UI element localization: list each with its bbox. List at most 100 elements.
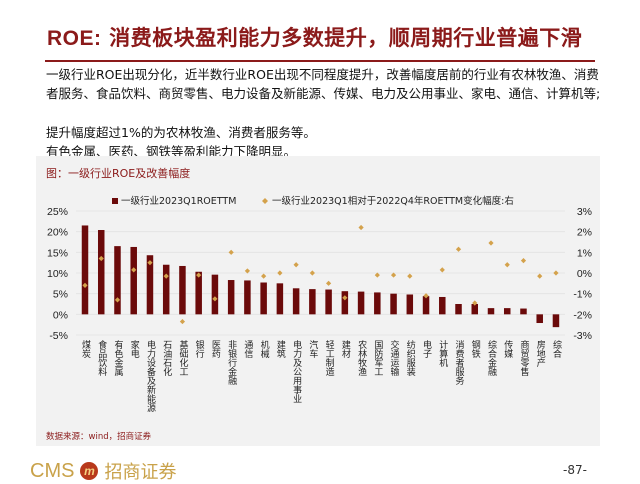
point-综合 [553,270,559,276]
point-银行 [196,272,202,278]
left-axis-tick: 10% [47,268,68,280]
category-label: 医药 [210,340,221,359]
bar-建筑 [276,283,284,315]
page-number: -87- [563,463,587,477]
title-prefix: ROE: [47,27,102,50]
category-label: 汽车 [307,339,318,359]
category-label: 电力及公用事业 [291,339,302,403]
point-轻工制造 [326,280,332,286]
chart-panel [36,156,600,446]
point-消费者服务 [455,246,462,252]
title-text: 消费板块盈利能力多数提升，顺周期行业普遍下滑 [101,26,583,50]
category-label: 农林牧渔 [356,339,367,376]
bar-轻工制造 [325,289,332,315]
bar-家电 [130,246,137,315]
category-label: 纺织服装 [405,339,416,377]
point-通信 [244,268,250,274]
logo-text: CMS [30,459,75,482]
point-有色金属 [114,297,121,303]
right-axis-tick: 2% [577,227,592,239]
right-axis-tick: 0% [577,268,592,280]
bar-非银行金融 [227,280,235,315]
point-传媒 [504,262,510,268]
left-axis-tick: -5% [49,330,68,342]
right-axis-tick: 3% [577,206,592,218]
bar-食品饮料 [97,230,105,315]
category-label: 综合 [551,339,562,359]
point-电力及公用事业 [293,262,299,268]
left-axis-tick: 0% [53,309,68,321]
point-基础化工 [179,318,186,325]
bar-消费者服务 [455,304,462,315]
point-钢铁 [472,300,478,306]
bar-计算机 [439,296,446,315]
logo-mark-icon: m [80,462,99,480]
category-label: 基础化工 [177,339,188,376]
bar-煤炭 [81,225,89,315]
legend-bar-swatch [112,198,118,204]
bar-综合 [552,314,560,328]
bar-国防军工 [374,292,381,315]
category-label: 石油石化 [161,340,172,377]
data-source: 数据来源：wind，招商证券 [46,432,152,442]
bar-钢铁 [471,304,479,315]
bar-机械 [260,282,267,315]
category-label: 有色金属 [112,339,123,377]
bar-电子 [422,296,430,315]
point-交通运输 [390,272,397,278]
point-汽车 [309,270,315,276]
category-label: 轻工制造 [324,339,335,377]
chart-caption: 图：一级行业ROE及改善幅度 [46,167,191,180]
category-label: 房地产 [535,339,546,368]
point-商贸零售 [520,258,527,264]
paragraph-2: 提升幅度超过1%的为农林牧渔、消费者服务等。 [46,125,316,140]
category-label: 非银行金融 [226,339,237,386]
bar-传媒 [503,308,511,315]
bar-交通运输 [390,293,397,315]
point-家电 [131,267,137,273]
bar-医药 [211,274,219,315]
left-axis-tick: 20% [47,227,68,239]
category-label: 机械 [259,339,270,359]
left-axis-tick: 5% [53,289,68,301]
bar-房地产 [536,314,543,324]
bar-有色金属 [114,246,121,315]
point-综合金融 [488,240,494,246]
bar-石油石化 [162,264,170,315]
logo-cn: 招商证券 [104,462,177,483]
legend-point-label: 一级行业2023Q1相对于2022Q4年ROETTM变化幅度:右 [272,195,514,207]
category-label: 银行 [194,339,205,359]
point-国防军工 [374,272,380,278]
category-label: 国防军工 [372,340,383,376]
category-label: 电力设备及新能源 [145,339,156,413]
point-农林牧渔 [358,224,364,231]
bar-电力及公用事业 [292,288,300,315]
point-建筑 [277,270,283,276]
bar-纺织服装 [406,294,414,315]
bar-商贸零售 [520,308,527,315]
point-非银行金融 [228,249,234,255]
category-label: 煤炭 [80,339,91,359]
bar-汽车 [309,289,316,315]
category-label: 建筑 [275,339,286,359]
bar-银行 [195,271,202,315]
bar-建材 [341,291,349,315]
point-房地产 [537,273,543,279]
category-label: 家电 [129,339,140,358]
point-电力设备及新能源 [147,260,153,266]
category-label: 钢铁 [470,339,481,359]
right-axis-tick: -2% [573,309,592,321]
point-医药 [212,296,218,302]
category-label: 综合金融 [486,339,497,377]
point-煤炭 [82,282,88,288]
bar-电力设备及新能源 [146,255,154,315]
left-axis-tick: 15% [47,247,68,259]
category-label: 计算机 [437,339,448,368]
point-食品饮料 [98,255,104,262]
left-axis-tick: 25% [47,206,68,218]
point-电子 [423,293,429,299]
bar-综合金融 [487,308,495,315]
point-纺织服装 [407,273,413,279]
category-label: 电子 [421,339,432,358]
